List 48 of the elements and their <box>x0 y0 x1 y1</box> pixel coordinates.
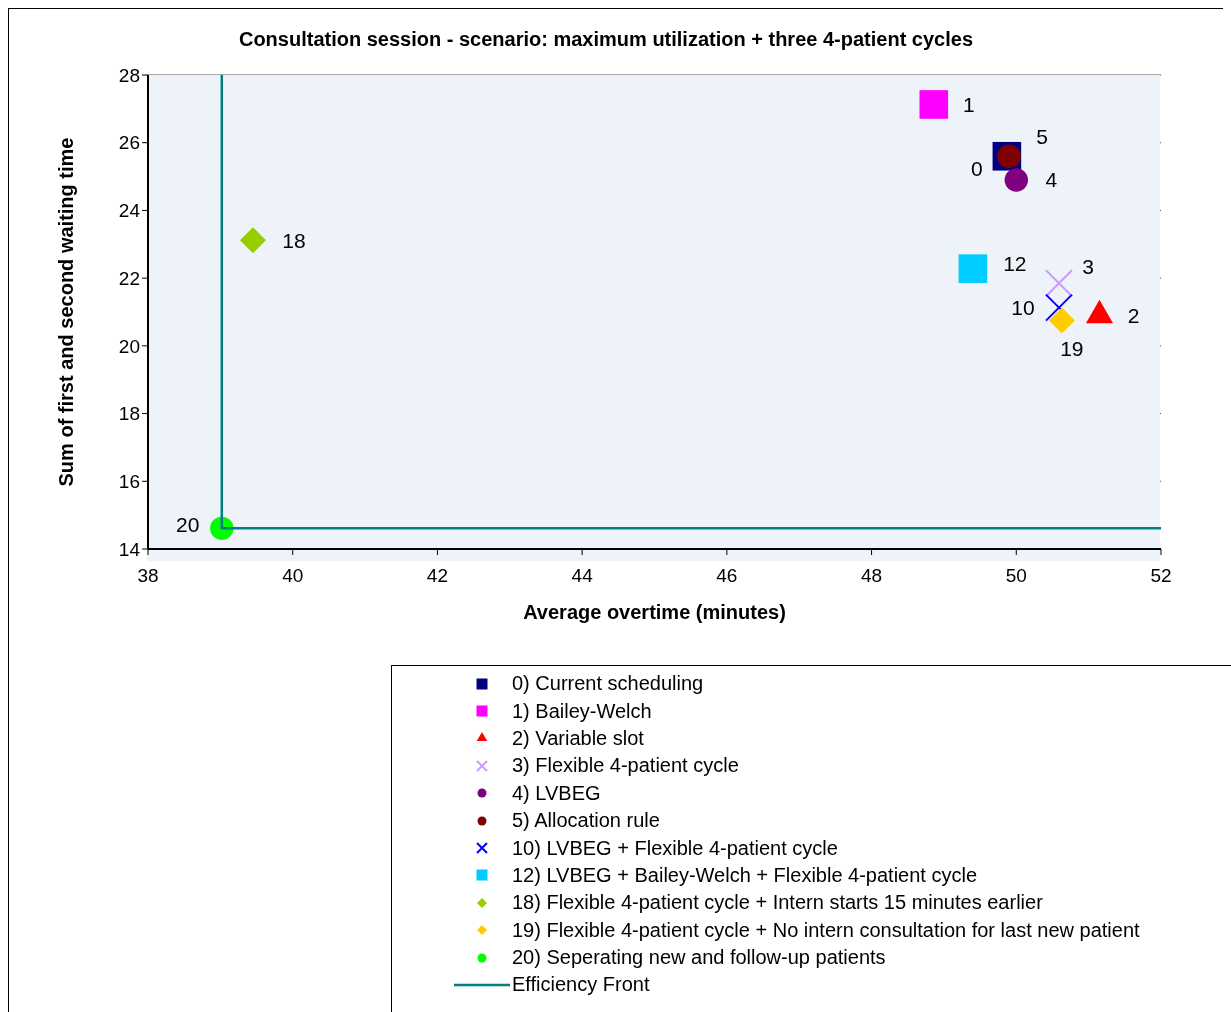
y-tick-label: 26 <box>118 132 140 154</box>
annotation: 20 <box>176 512 200 536</box>
point <box>1044 269 1073 298</box>
legend-label: 3) Flexible 4-patient cycle <box>512 754 739 778</box>
annotation: 10 <box>1011 296 1035 320</box>
legend-label: 1) Bailey-Welch <box>512 699 652 723</box>
point <box>958 254 988 283</box>
x-axis-title: Average overtime (minutes) <box>523 601 786 623</box>
annotation: 5 <box>1036 124 1048 148</box>
x-tick-label: 52 <box>1150 565 1172 587</box>
point <box>1004 168 1028 192</box>
annotation: 18 <box>282 228 306 252</box>
legend-label: 2) Variable slot <box>512 726 644 750</box>
y-tick-label: 28 <box>118 64 140 86</box>
point <box>919 90 949 119</box>
annotation: 12 <box>1003 252 1027 276</box>
legend-label: 20) Seperating new and follow-up patients <box>512 946 886 970</box>
legend-label: 18) Flexible 4-patient cycle + Intern starts 15 minutes earlier <box>512 891 1043 915</box>
point <box>1048 307 1075 334</box>
y-tick-label: 14 <box>118 538 141 560</box>
x-tick-label: 40 <box>282 565 304 587</box>
x-tick-label: 46 <box>716 565 738 587</box>
y-tick-label: 16 <box>118 471 140 493</box>
legend-label: 4) LVBEG <box>512 781 601 805</box>
x-tick-label: 42 <box>426 565 448 587</box>
annotation: 0 <box>971 156 983 180</box>
legend-label: 10) LVBEG + Flexible 4-patient cycle <box>512 836 838 860</box>
x-tick-label: 50 <box>1005 565 1027 587</box>
x-tick-label: 44 <box>571 565 594 587</box>
x-tick-label: 38 <box>137 565 159 587</box>
point <box>239 227 266 254</box>
y-tick-label: 18 <box>118 403 140 425</box>
y-tick-label: 24 <box>118 200 141 222</box>
chart-title: Consultation session - scenario: maximum utilization + three 4-patient cycles <box>238 28 974 50</box>
legend-label: 5) Allocation rule <box>512 809 660 833</box>
legend-label: 12) LVBEG + Bailey-Welch + Flexible 4-patient cycle <box>512 863 978 887</box>
legend-label: Efficiency Front <box>512 973 650 997</box>
annotation: 3 <box>1082 254 1094 278</box>
y-tick-label: 22 <box>118 267 140 289</box>
legend-label: 0) Current scheduling <box>512 672 704 696</box>
annotation: 2 <box>1127 303 1140 327</box>
annotation: 4 <box>1045 168 1058 192</box>
annotation: 1 <box>962 92 975 116</box>
y-tick-label: 20 <box>118 335 140 357</box>
x-tick-label: 48 <box>861 565 883 587</box>
legend-label: 19) Flexible 4-patient cycle + No intern consultation for last new patient <box>512 918 1140 942</box>
annotation: 19 <box>1060 336 1084 360</box>
y-axis-title: Sum of first and second waiting time <box>55 137 78 487</box>
